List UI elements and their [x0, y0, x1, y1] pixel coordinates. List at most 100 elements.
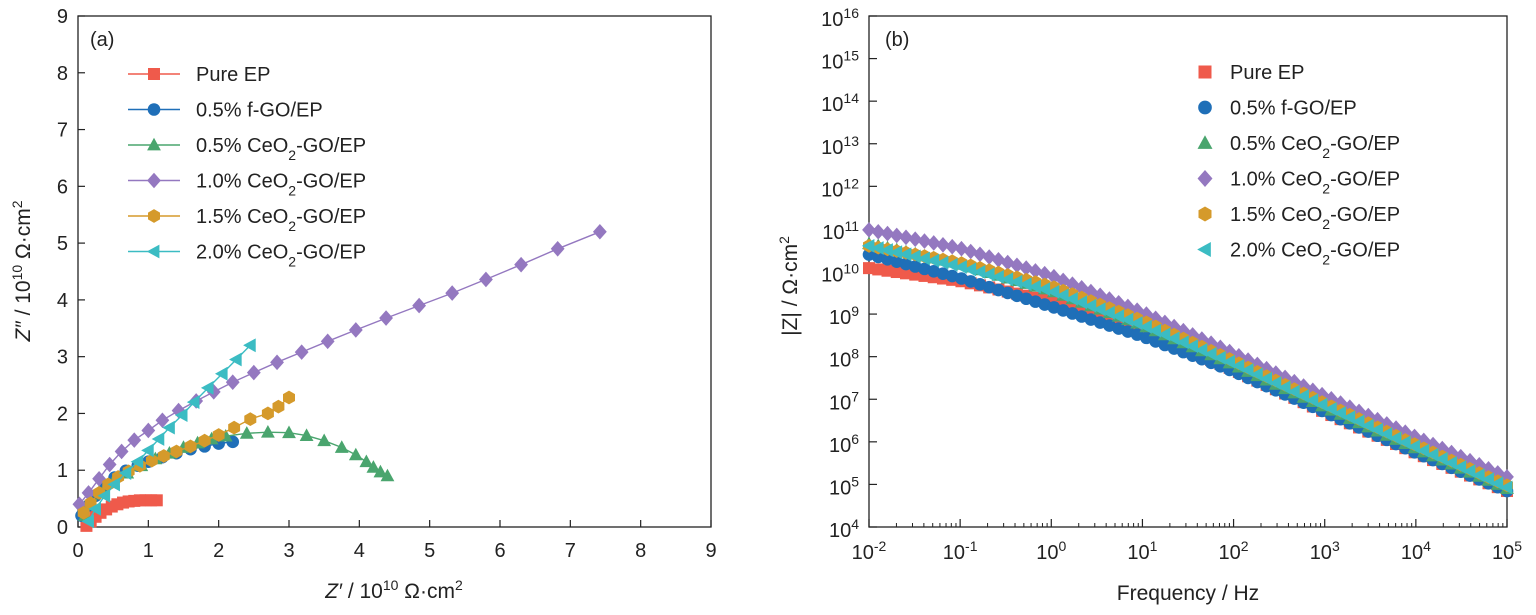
panel-a-label: (a)	[90, 29, 114, 51]
y-tick-label: 104	[829, 516, 859, 542]
data-point	[1425, 447, 1439, 462]
x-tick-label: 9	[705, 540, 716, 562]
data-point	[890, 266, 903, 279]
legend-item-0-5-f-go-ep: 0.5% f-GO/EP	[1198, 98, 1357, 120]
x-tick-label: 1	[143, 540, 154, 562]
data-point	[1018, 277, 1032, 292]
data-point	[1435, 451, 1448, 466]
panel-a-plot-frame	[77, 15, 712, 528]
legend-item-0-5-ceo2-go-ep: 0.5% CeO2-GO/EP	[128, 135, 366, 163]
data-point	[1185, 339, 1199, 354]
data-point	[379, 310, 393, 326]
legend-marker	[1197, 170, 1213, 187]
data-point	[225, 374, 240, 391]
data-point	[889, 227, 904, 244]
data-point	[917, 251, 930, 266]
data-point	[1361, 418, 1374, 433]
data-point	[1407, 439, 1420, 454]
legend-label: 1.5% CeO2-GO/EP	[196, 206, 366, 234]
data-point	[1472, 456, 1487, 473]
data-point	[334, 440, 349, 453]
legend-label: 1.0% CeO2-GO/EP	[196, 171, 366, 199]
legend-item-1-0-ceo2-go-ep: 1.0% CeO2-GO/EP	[128, 171, 366, 199]
legend-item-1-0-ceo2-go-ep: 1.0% CeO2-GO/EP	[1197, 169, 1400, 197]
legend-marker	[1198, 206, 1212, 222]
data-point	[1398, 424, 1413, 441]
data-point	[170, 444, 183, 459]
data-point	[270, 354, 284, 371]
data-point	[1324, 401, 1337, 416]
data-point	[1176, 335, 1189, 350]
data-point	[1472, 468, 1485, 483]
data-point	[945, 257, 958, 272]
x-tick-label: 10-1	[943, 538, 978, 564]
legend-item-pure-ep: Pure EP	[1198, 62, 1304, 84]
data-point	[261, 406, 274, 421]
data-point	[1379, 427, 1393, 441]
y-tick-label: 1015	[821, 48, 859, 74]
data-point	[1009, 274, 1023, 289]
data-point	[174, 408, 188, 423]
data-point	[592, 223, 607, 240]
data-point	[1342, 410, 1356, 425]
data-point	[991, 269, 1004, 284]
data-point	[114, 443, 129, 460]
y-tick-label: 1010	[821, 261, 859, 287]
data-point	[880, 243, 893, 257]
data-point	[1352, 403, 1366, 420]
data-point	[1231, 347, 1246, 364]
x-tick-label: 101	[1127, 538, 1157, 564]
data-point	[1462, 464, 1476, 478]
data-point	[246, 364, 261, 381]
data-point	[1481, 461, 1496, 477]
data-point	[214, 366, 228, 381]
data-point	[92, 470, 106, 487]
legend-marker	[1197, 242, 1211, 257]
data-point	[1361, 407, 1376, 424]
data-point	[1056, 272, 1071, 289]
y-tick-label: 7	[57, 120, 68, 142]
data-point	[171, 402, 186, 419]
x-tick-label: 105	[1492, 538, 1522, 564]
panel-a-x-axis-label: Z′ / 1010 Ω·cm2	[324, 577, 463, 603]
data-point	[88, 501, 101, 516]
data-point	[479, 271, 493, 288]
panel-a-x-ticks: 0 1 2 3 4 5 6 7 8 9	[72, 520, 717, 562]
x-tick-label: 103	[1310, 538, 1340, 564]
data-point	[1222, 343, 1237, 360]
data-point	[908, 249, 921, 264]
data-point	[1065, 276, 1080, 292]
data-point	[963, 262, 977, 277]
data-point	[550, 240, 565, 257]
data-point	[212, 428, 225, 442]
y-tick-label: 1	[57, 460, 68, 482]
data-point	[1037, 282, 1051, 297]
x-tick-label: 104	[1401, 538, 1431, 564]
data-point	[1287, 373, 1302, 390]
data-point	[861, 238, 875, 253]
legend-marker	[147, 103, 161, 116]
data-point	[936, 237, 950, 253]
data-point	[261, 424, 275, 438]
data-point	[1120, 298, 1135, 315]
data-point	[1453, 460, 1467, 474]
data-point	[1139, 319, 1152, 334]
data-point	[118, 466, 132, 480]
data-point	[871, 223, 886, 240]
data-point	[899, 229, 913, 246]
data-point	[141, 443, 154, 458]
panel-a-series	[72, 223, 607, 532]
data-point	[1222, 354, 1236, 369]
data-point	[945, 238, 960, 255]
x-tick-label: 102	[1219, 538, 1249, 564]
data-point	[1000, 272, 1014, 287]
data-point	[81, 485, 96, 501]
x-tick-label: 5	[424, 540, 435, 562]
legend-marker	[1198, 65, 1212, 79]
data-point	[908, 231, 923, 248]
data-point	[863, 262, 875, 275]
data-point	[186, 395, 200, 409]
data-point	[380, 468, 395, 482]
data-point	[162, 420, 175, 435]
